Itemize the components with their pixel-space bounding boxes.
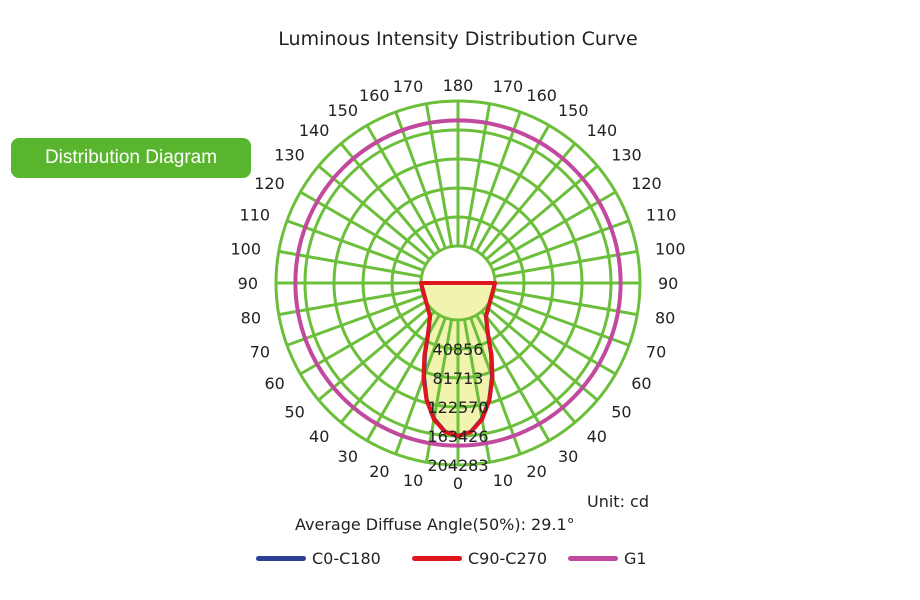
angle-tick-right-160: 160 <box>526 86 557 105</box>
angle-tick-right-120: 120 <box>631 174 662 193</box>
angle-tick-right-60: 60 <box>631 374 651 393</box>
angle-tick-right-10: 10 <box>493 471 513 490</box>
angle-tick-0: 0 <box>453 474 463 493</box>
angle-tick-left-20: 20 <box>369 462 389 481</box>
angle-tick-right-110: 110 <box>646 206 677 225</box>
polar-spoke-right-130 <box>485 164 599 261</box>
angle-tick-left-40: 40 <box>309 427 329 446</box>
angle-tick-left-50: 50 <box>284 403 304 422</box>
radial-tick-label-204283: 204283 <box>427 456 488 475</box>
angle-tick-right-40: 40 <box>587 427 607 446</box>
polar-spoke-right-40 <box>480 310 577 424</box>
polar-spoke-right-110 <box>492 219 630 272</box>
radial-tick-label-122570: 122570 <box>427 398 488 417</box>
angle-tick-left-90: 90 <box>238 274 258 293</box>
legend-label-g1: G1 <box>624 548 647 568</box>
polar-spoke-left-170 <box>424 103 454 247</box>
angle-tick-left-80: 80 <box>241 309 261 328</box>
polar-spoke-right-60 <box>489 300 617 376</box>
polar-spoke-right-50 <box>485 305 599 402</box>
series-g1 <box>293 118 623 448</box>
polar-spoke-right-20 <box>469 317 522 455</box>
angle-tick-right-140: 140 <box>587 121 618 140</box>
angle-tick-right-170: 170 <box>493 77 524 96</box>
angle-tick-left-70: 70 <box>250 342 270 361</box>
polar-spoke-left-120 <box>299 190 427 266</box>
polar-spoke-left-80 <box>278 287 422 317</box>
polar-spoke-left-130 <box>317 164 431 261</box>
angle-tick-left-60: 60 <box>264 374 284 393</box>
legend-item-g1: G1 <box>568 546 647 570</box>
series-c90-c270 <box>419 281 497 438</box>
angle-tick-left-120: 120 <box>254 174 285 193</box>
angle-tick-right-50: 50 <box>611 403 631 422</box>
radial-tick-label-163426: 163426 <box>427 427 488 446</box>
polar-spoke-right-160 <box>469 111 522 249</box>
polar-spoke-left-10 <box>424 319 454 463</box>
angle-tick-right-20: 20 <box>526 462 546 481</box>
polar-spoke-left-150 <box>365 124 441 252</box>
polar-spoke-right-140 <box>480 142 577 256</box>
polar-spoke-left-70 <box>286 294 424 347</box>
polar-spoke-left-160 <box>394 111 447 249</box>
polar-spoke-left-20 <box>394 317 447 455</box>
polar-spoke-right-150 <box>475 124 551 252</box>
angle-tick-left-110: 110 <box>240 206 271 225</box>
polar-spoke-left-60 <box>299 300 427 376</box>
polar-spoke-right-100 <box>494 249 638 279</box>
legend-label-c0-c180: C0-C180 <box>312 548 381 568</box>
polar-curves <box>293 118 623 448</box>
angle-tick-180: 180 <box>443 76 474 95</box>
angle-tick-left-160: 160 <box>359 86 390 105</box>
polar-spoke-right-80 <box>494 287 638 317</box>
angle-tick-right-150: 150 <box>558 101 589 120</box>
angle-tick-left-140: 140 <box>299 121 330 140</box>
distribution-diagram-badge: Distribution Diagram <box>11 138 251 178</box>
unit-label: Unit: cd <box>587 492 649 511</box>
angle-tick-left-30: 30 <box>338 447 358 466</box>
polar-spoke-right-120 <box>489 190 617 266</box>
angle-tick-left-150: 150 <box>327 101 358 120</box>
polar-spoke-left-40 <box>339 310 436 424</box>
legend-swatch-c90-c270 <box>412 555 462 561</box>
polar-spoke-left-140 <box>339 142 436 256</box>
angle-tick-left-130: 130 <box>274 145 305 164</box>
polar-labels: 4085681713122570163426204283010203040506… <box>230 76 685 493</box>
polar-spoke-right-170 <box>462 103 492 247</box>
angle-tick-left-100: 100 <box>230 239 261 258</box>
legend-item-c90-c270: C90-C270 <box>412 546 547 570</box>
angle-tick-right-130: 130 <box>611 145 642 164</box>
radial-tick-label-40856: 40856 <box>433 340 484 359</box>
chart-title: Luminous Intensity Distribution Curve <box>278 28 638 50</box>
legend-swatch-g1 <box>568 555 618 561</box>
angle-tick-right-30: 30 <box>558 447 578 466</box>
angle-tick-left-170: 170 <box>393 77 424 96</box>
angle-tick-right-90: 90 <box>658 274 678 293</box>
legend-item-c0-c180: C0-C180 <box>256 546 381 570</box>
legend-label-c90-c270: C90-C270 <box>468 548 548 568</box>
angle-tick-right-80: 80 <box>655 309 675 328</box>
angle-tick-left-10: 10 <box>403 471 423 490</box>
average-diffuse-angle: Average Diffuse Angle(50%): 29.1° <box>295 515 575 534</box>
polar-spoke-left-100 <box>278 249 422 279</box>
polar-spoke-left-50 <box>317 305 431 402</box>
polar-spoke-right-10 <box>462 319 492 463</box>
angle-tick-right-70: 70 <box>646 342 666 361</box>
polar-spoke-right-70 <box>492 294 630 347</box>
angle-tick-right-100: 100 <box>655 239 686 258</box>
polar-spoke-left-110 <box>286 219 424 272</box>
legend-swatch-c0-c180 <box>256 555 306 561</box>
polar-grid <box>274 99 642 467</box>
radial-tick-label-81713: 81713 <box>433 369 484 388</box>
